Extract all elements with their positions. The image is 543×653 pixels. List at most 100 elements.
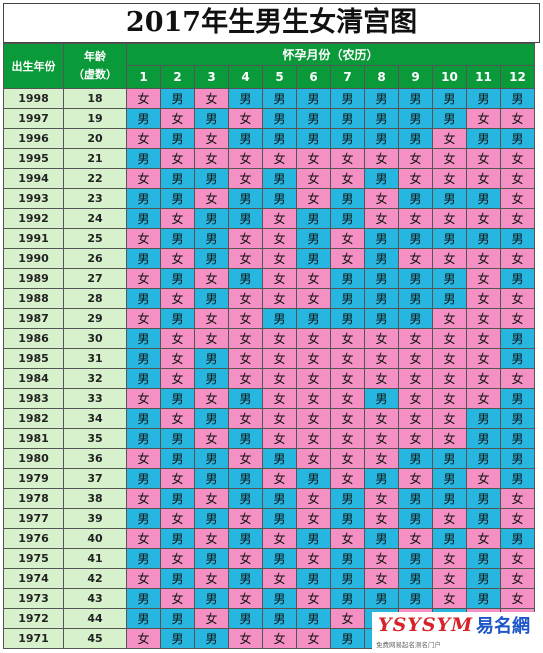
watermark-brand: YSYSYM	[378, 614, 474, 636]
gender-cell: 男	[160, 228, 195, 249]
month-header-12: 12	[500, 65, 535, 89]
birth-year-cell: 1975	[3, 548, 64, 569]
gender-cell: 男	[398, 128, 433, 149]
gender-cell: 女	[228, 448, 263, 469]
table-row: 1992 24 男女男男女男男女女女女女	[3, 208, 535, 229]
gender-cell: 女	[262, 528, 297, 549]
gender-cell: 男	[126, 188, 161, 209]
gender-cell: 男	[500, 88, 535, 109]
gender-cell: 男	[398, 548, 433, 569]
gender-cell: 男	[364, 128, 399, 149]
table-row: 1981 35 男男女男女女女女女女男男	[3, 428, 535, 449]
gender-cell: 男	[398, 568, 433, 589]
gender-cell: 女	[466, 168, 501, 189]
gender-cell: 女	[126, 448, 161, 469]
gender-cell: 女	[432, 428, 467, 449]
gender-cell: 女	[364, 348, 399, 369]
gender-cell: 男	[364, 108, 399, 129]
gender-cell: 男	[330, 508, 365, 529]
gender-cell: 男	[126, 608, 161, 629]
gender-cell: 女	[126, 388, 161, 409]
gender-cell: 女	[500, 308, 535, 329]
watermark: YSYSYM 易名網 免费网易起名测名门户	[372, 612, 540, 650]
gender-cell: 男	[160, 428, 195, 449]
gender-cell: 男	[398, 288, 433, 309]
gender-cell: 男	[364, 228, 399, 249]
gender-cell: 男	[126, 408, 161, 429]
gender-cell: 女	[228, 148, 263, 169]
gender-cell: 男	[160, 128, 195, 149]
watermark-tagline: 免费网易起名测名门户	[376, 641, 441, 649]
gender-cell: 女	[500, 368, 535, 389]
gender-cell: 男	[126, 208, 161, 229]
gender-cell: 女	[194, 268, 229, 289]
gender-cell: 男	[296, 248, 331, 269]
gender-cell: 女	[398, 148, 433, 169]
table-row: 1991 25 女男男女女男女男男男男男	[3, 228, 535, 249]
birth-year-cell: 1977	[3, 508, 64, 529]
gender-cell: 女	[228, 628, 263, 649]
table-row: 1990 26 男女男女女男女男女女女女	[3, 248, 535, 269]
gender-cell: 男	[398, 188, 433, 209]
month-header-9: 9	[398, 65, 433, 89]
gender-cell: 女	[262, 148, 297, 169]
gender-cell: 女	[330, 168, 365, 189]
birth-year-cell: 1995	[3, 148, 64, 169]
gender-cell: 女	[432, 388, 467, 409]
birth-year-cell: 1998	[3, 88, 64, 109]
gender-cell: 女	[398, 328, 433, 349]
gender-cell: 男	[466, 548, 501, 569]
gender-cell: 女	[228, 368, 263, 389]
gender-cell: 男	[228, 468, 263, 489]
age-cell: 34	[63, 408, 127, 429]
gender-cell: 男	[466, 88, 501, 109]
gender-cell: 女	[296, 368, 331, 389]
birth-year-cell: 1988	[3, 288, 64, 309]
gender-cell: 女	[262, 428, 297, 449]
gender-cell: 女	[160, 408, 195, 429]
birth-year-cell: 1993	[3, 188, 64, 209]
gender-cell: 女	[398, 348, 433, 369]
gender-cell: 男	[398, 488, 433, 509]
gender-cell: 女	[364, 508, 399, 529]
month-header-2: 2	[160, 65, 195, 89]
gender-cell: 男	[194, 108, 229, 129]
gender-cell: 男	[126, 288, 161, 309]
gender-cell: 女	[296, 388, 331, 409]
gender-cell: 女	[432, 328, 467, 349]
age-header-line1: 年龄	[84, 50, 106, 63]
age-cell: 40	[63, 528, 127, 549]
gender-cell: 男	[500, 128, 535, 149]
gender-cell: 男	[126, 328, 161, 349]
gender-cell: 女	[364, 368, 399, 389]
gender-cell: 男	[500, 528, 535, 549]
table-row: 1993 23 男男女男男女男女男男男女	[3, 188, 535, 209]
gender-cell: 女	[466, 288, 501, 309]
gender-cell: 男	[398, 508, 433, 529]
table-row: 1979 37 男女男男女男女男女男女男	[3, 468, 535, 489]
table-row: 1983 33 女男女男女女女男女女女男	[3, 388, 535, 409]
gender-cell: 男	[296, 108, 331, 129]
gender-cell: 女	[330, 368, 365, 389]
gender-cell: 女	[500, 568, 535, 589]
gender-cell: 女	[330, 428, 365, 449]
gender-cell: 女	[500, 508, 535, 529]
gender-cell: 女	[500, 208, 535, 229]
gender-cell: 女	[262, 628, 297, 649]
age-cell: 20	[63, 128, 127, 149]
gender-cell: 男	[398, 308, 433, 329]
gender-cell: 男	[330, 588, 365, 609]
gender-cell: 男	[160, 168, 195, 189]
birth-year-cell: 1996	[3, 128, 64, 149]
age-cell: 27	[63, 268, 127, 289]
gender-cell: 女	[432, 548, 467, 569]
gender-cell: 女	[194, 568, 229, 589]
gender-cell: 女	[432, 248, 467, 269]
gender-cell: 男	[194, 508, 229, 529]
gender-cell: 女	[432, 408, 467, 429]
gender-cell: 男	[228, 88, 263, 109]
gender-cell: 女	[228, 168, 263, 189]
gender-cell: 女	[262, 208, 297, 229]
gender-cell: 男	[466, 448, 501, 469]
